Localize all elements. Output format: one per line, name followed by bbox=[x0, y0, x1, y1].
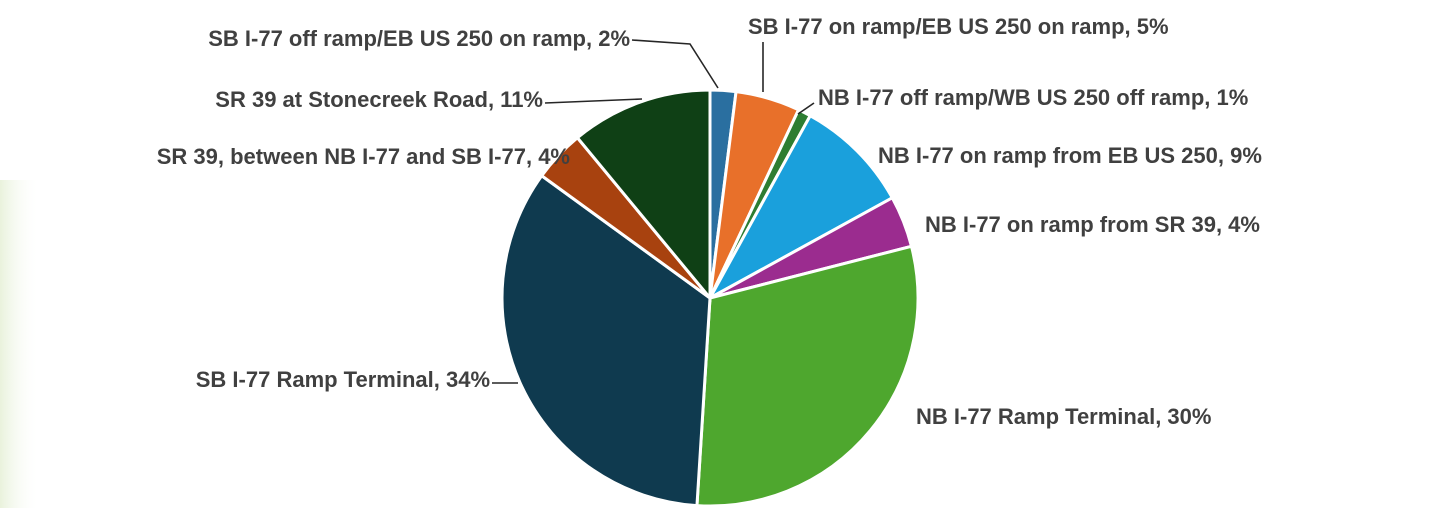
slice-label: NB I-77 Ramp Terminal, 30% bbox=[916, 404, 1211, 429]
background-tint bbox=[0, 180, 40, 508]
leader-line bbox=[544, 98, 643, 104]
slice-label: SB I-77 Ramp Terminal, 34% bbox=[196, 367, 490, 392]
slice-label: SB I-77 off ramp/EB US 250 on ramp, 2% bbox=[208, 26, 630, 51]
pie-slice bbox=[500, 173, 712, 508]
pie-slice bbox=[695, 244, 920, 508]
slice-label: NB I-77 on ramp from SR 39, 4% bbox=[925, 212, 1260, 237]
pie-slice bbox=[575, 88, 712, 303]
pie-slice bbox=[706, 113, 895, 302]
slice-label: NB I-77 off ramp/WB US 250 off ramp, 1% bbox=[818, 85, 1248, 110]
slice-label: SR 39, between NB I-77 and SB I-77, 4% bbox=[157, 144, 570, 169]
leader-line bbox=[797, 102, 815, 115]
slice-label: NB I-77 on ramp from EB US 250, 9% bbox=[878, 143, 1262, 168]
slice-label: SR 39 at Stonecreek Road, 11% bbox=[215, 87, 543, 112]
slice-label: SB I-77 on ramp/EB US 250 on ramp, 5% bbox=[748, 14, 1169, 39]
leader-line bbox=[631, 39, 719, 89]
